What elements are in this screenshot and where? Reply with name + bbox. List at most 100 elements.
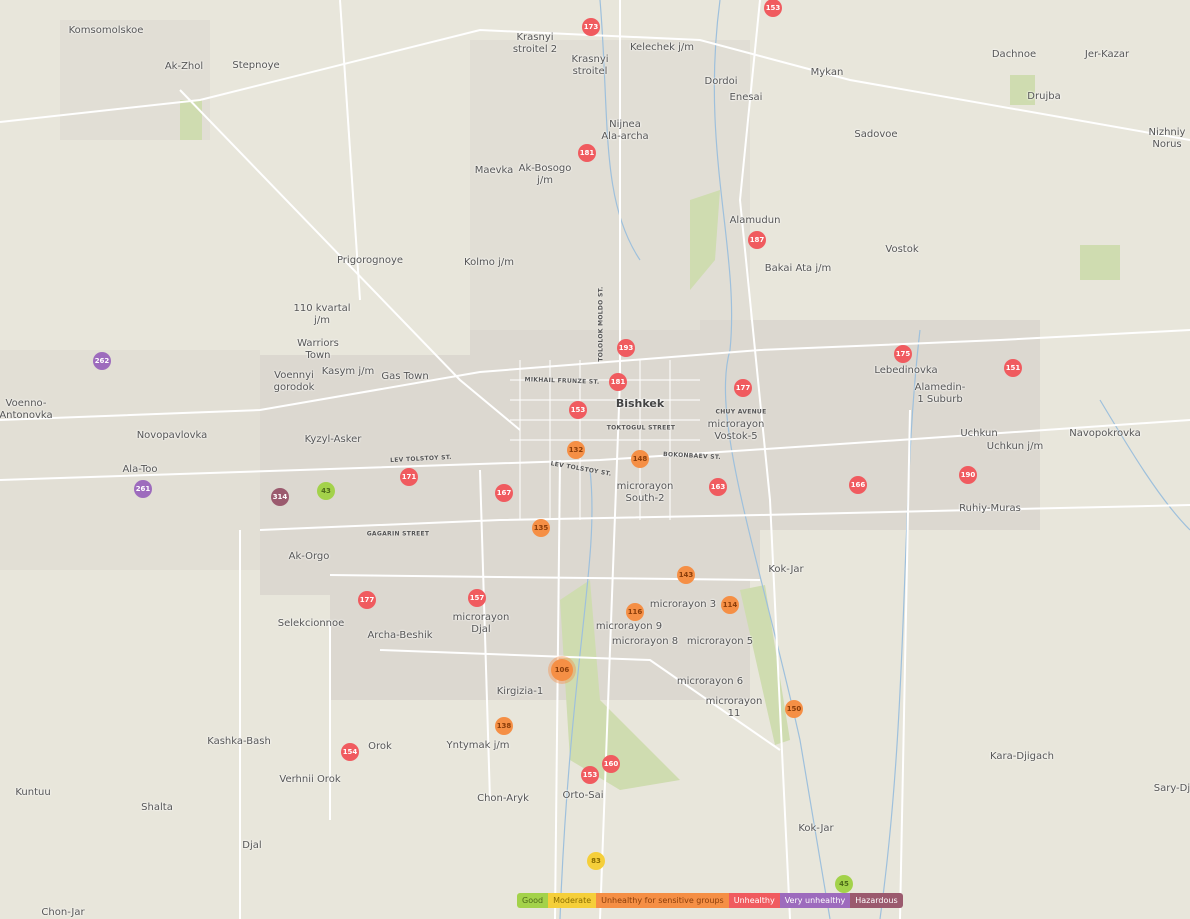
place-label: Chon-Jar xyxy=(41,907,85,918)
aqi-marker[interactable]: 171 xyxy=(400,468,418,486)
place-label: microrayon 3 xyxy=(649,599,717,610)
urban-areas xyxy=(0,20,1040,700)
aqi-marker[interactable]: 154 xyxy=(341,743,359,761)
aqi-marker[interactable]: 150 xyxy=(785,700,803,718)
aqi-marker[interactable]: 187 xyxy=(748,231,766,249)
rivers xyxy=(559,0,1190,919)
place-label: Enesai xyxy=(729,92,763,103)
place-label: Navopokrovka xyxy=(1069,428,1141,439)
city-grid xyxy=(510,360,700,520)
place-label: Drujba xyxy=(1027,91,1061,102)
place-label: microrayon 6 xyxy=(676,676,744,687)
place-label: Alamudun xyxy=(729,215,781,226)
aqi-marker[interactable]: 153 xyxy=(764,0,782,17)
aqi-marker[interactable]: 157 xyxy=(468,589,486,607)
place-label: Komsomolskoe xyxy=(68,25,144,36)
place-label: microrayon 11 xyxy=(705,696,763,719)
place-label: Ruhiy-Muras xyxy=(959,503,1021,514)
place-label: microrayon 8 xyxy=(611,636,679,647)
aqi-marker[interactable]: 153 xyxy=(581,766,599,784)
place-label: Ak-Zhol xyxy=(164,61,204,72)
aqi-marker[interactable]: 163 xyxy=(709,478,727,496)
place-label: Mykan xyxy=(810,67,844,78)
place-label: Sary-Dja xyxy=(1153,783,1190,794)
place-label: Jer-Kazar xyxy=(1084,49,1130,60)
parks xyxy=(180,75,1120,790)
place-label: Dachnoe xyxy=(991,49,1037,60)
place-label: Djal xyxy=(242,840,262,851)
place-label: Sadovoe xyxy=(854,129,898,140)
place-label: Ala-Too xyxy=(122,464,158,475)
legend-unhealthy: Unhealthy xyxy=(728,893,780,908)
place-label: Kara-Djigach xyxy=(990,751,1054,762)
aqi-marker[interactable]: 193 xyxy=(617,339,635,357)
aqi-marker[interactable]: 45 xyxy=(835,875,853,893)
place-label: Kirgizia-1 xyxy=(496,686,544,697)
aqi-marker[interactable]: 138 xyxy=(495,717,513,735)
aqi-marker[interactable]: 181 xyxy=(578,144,596,162)
place-label: Shalta xyxy=(141,802,173,813)
place-label: Warriors Town xyxy=(297,338,339,361)
place-label: Orok xyxy=(368,741,392,752)
place-label: Bishkek xyxy=(615,397,665,410)
place-label: 110 kvartal j/m xyxy=(293,303,351,326)
place-label: Nijnea Ala-archa xyxy=(601,119,649,142)
aqi-marker[interactable]: 116 xyxy=(626,603,644,621)
place-label: Verhnii Orok xyxy=(279,774,341,785)
place-label: Lebedinovka xyxy=(874,365,938,376)
aqi-marker[interactable]: 153 xyxy=(569,401,587,419)
place-label: Vostok xyxy=(885,244,919,255)
legend-very-unhealthy: Very unhealthy xyxy=(779,893,851,908)
aqi-marker[interactable]: 135 xyxy=(532,519,550,537)
aqi-marker[interactable]: 166 xyxy=(849,476,867,494)
legend-good: Good xyxy=(517,893,549,908)
street-label: TOLOLOK MOLDO ST. xyxy=(597,286,605,362)
aqi-marker[interactable]: 114 xyxy=(721,596,739,614)
aqi-marker[interactable]: 314 xyxy=(271,488,289,506)
legend-usg: Unhealthy for sensitive groups xyxy=(596,893,729,908)
aqi-marker[interactable]: 83 xyxy=(587,852,605,870)
aqi-marker[interactable]: 261 xyxy=(134,480,152,498)
place-label: Krasnyi stroitel xyxy=(571,54,609,77)
place-label: Uchkun xyxy=(960,428,998,439)
legend-hazardous: Hazardous xyxy=(850,893,903,908)
place-label: Prigorognoye xyxy=(336,255,404,266)
aqi-marker[interactable]: 106 xyxy=(551,659,573,681)
place-label: microrayon South-2 xyxy=(616,481,674,504)
place-label: microrayon Djal xyxy=(452,612,510,635)
aqi-marker[interactable]: 173 xyxy=(582,18,600,36)
aqi-marker[interactable]: 148 xyxy=(631,450,649,468)
place-label: Orto-Sai xyxy=(562,790,604,801)
aqi-marker[interactable]: 181 xyxy=(609,373,627,391)
place-label: Selekcionnoe xyxy=(277,618,345,629)
place-label: Kelechek j/m xyxy=(630,42,694,53)
aqi-marker[interactable]: 43 xyxy=(317,482,335,500)
place-label: Krasnyi stroitel 2 xyxy=(512,32,558,55)
place-label: Bakai Ata j/m xyxy=(764,263,832,274)
place-label: Chon-Aryk xyxy=(477,793,529,804)
aqi-marker[interactable]: 143 xyxy=(677,566,695,584)
street-label: GAGARIN STREET xyxy=(366,530,430,538)
place-label: Gas Town xyxy=(381,371,429,382)
aqi-marker[interactable]: 262 xyxy=(93,352,111,370)
place-label: Stepnoye xyxy=(232,60,280,71)
place-label: Kyzyl-Asker xyxy=(304,434,362,445)
place-label: Kok-Jar xyxy=(798,823,834,834)
aqi-marker[interactable]: 151 xyxy=(1004,359,1022,377)
aqi-marker[interactable]: 132 xyxy=(567,441,585,459)
aqi-marker[interactable]: 190 xyxy=(959,466,977,484)
place-label: Nizhniy Norus xyxy=(1148,127,1186,150)
place-label: Yntymak j/m xyxy=(446,740,510,751)
aqi-marker[interactable]: 175 xyxy=(894,345,912,363)
aqi-marker[interactable]: 167 xyxy=(495,484,513,502)
place-label: Kok-Jar xyxy=(768,564,804,575)
place-label: microrayon 5 xyxy=(686,636,754,647)
place-label: Uchkun j/m xyxy=(986,441,1044,452)
aqi-marker[interactable]: 160 xyxy=(602,755,620,773)
aqi-marker[interactable]: 177 xyxy=(734,379,752,397)
place-label: Kuntuu xyxy=(15,787,51,798)
aqi-marker[interactable]: 177 xyxy=(358,591,376,609)
place-label: Kasym j/m xyxy=(321,366,375,377)
